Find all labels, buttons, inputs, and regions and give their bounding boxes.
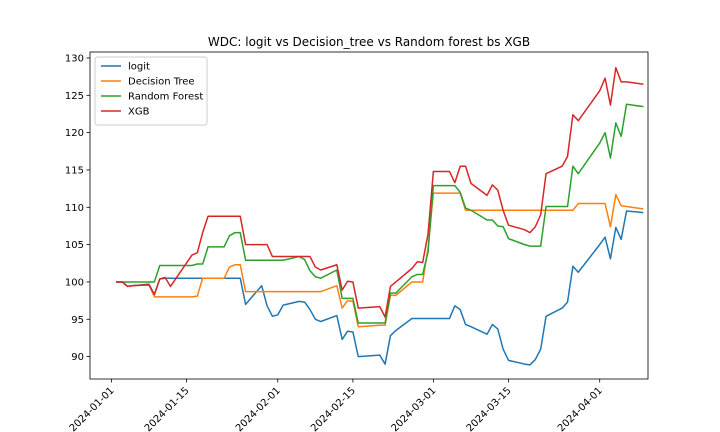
y-tick-label: 105 [65, 240, 84, 251]
y-axis: 90 95 100 105 110 115 120 125 130 [65, 53, 90, 363]
series-lines [116, 66, 644, 366]
legend: logit Decision Tree Random Forest XGB [94, 56, 208, 126]
legend-label: logit [128, 62, 150, 73]
legend-label: Decision Tree [128, 77, 195, 88]
axes-frame [89, 51, 649, 380]
legend-box [94, 56, 208, 126]
series-line-xgb [116, 66, 644, 318]
chart-title: WDC: logit vs Decision_tree vs Random fo… [208, 35, 530, 49]
y-tick-label: 100 [65, 277, 84, 288]
y-tick-label: 125 [65, 91, 84, 102]
y-tick-label: 90 [71, 352, 84, 363]
legend-label: Random Forest [128, 92, 203, 103]
y-tick-label: 95 [71, 315, 84, 326]
legend-label: XGB [128, 107, 150, 118]
y-tick-label: 120 [65, 128, 84, 139]
y-tick-label: 110 [65, 203, 84, 214]
y-tick-label: 130 [65, 53, 84, 64]
series-line-random-forest [116, 103, 644, 324]
y-tick-label: 115 [65, 165, 84, 176]
